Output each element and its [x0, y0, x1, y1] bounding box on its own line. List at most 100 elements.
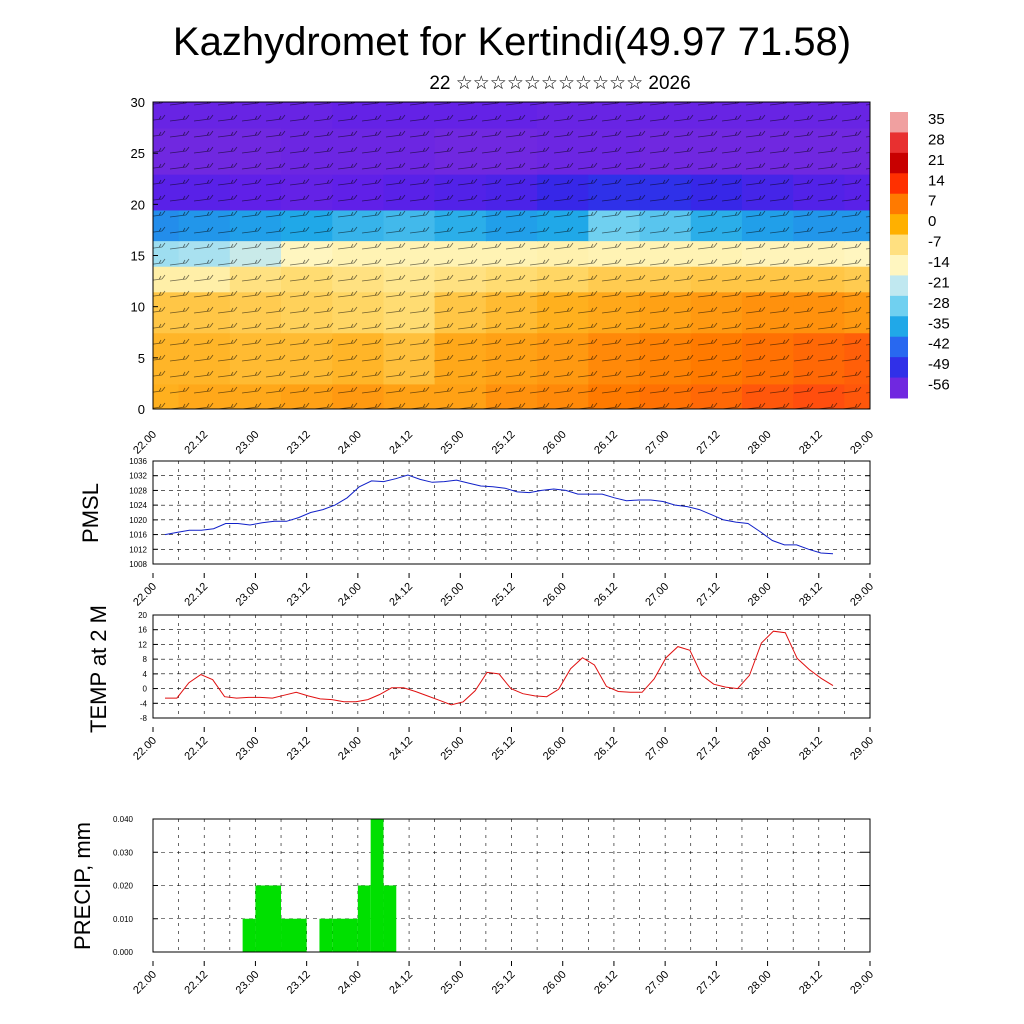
- colorbar-label: -21: [928, 274, 950, 291]
- temp-frame: [152, 614, 871, 719]
- pmsl-frame: [152, 460, 871, 565]
- colorbar-label: -49: [928, 356, 950, 373]
- x-tick-label: 26.00: [541, 429, 569, 457]
- x-tick-label: 25.00: [438, 581, 466, 609]
- x-tick-label: 23.00: [234, 735, 262, 763]
- y-tick-label: 12: [138, 640, 147, 649]
- y-tick-label: 15: [131, 249, 145, 264]
- y-tick-label: 10: [131, 300, 145, 315]
- x-tick-label: 22.12: [182, 581, 210, 609]
- x-tick-label: 22.00: [131, 735, 159, 763]
- y-tick-label: 1008: [129, 560, 147, 569]
- colorbar-swatch: [890, 214, 908, 236]
- y-tick-label: 30: [131, 95, 145, 110]
- x-tick-label: 24.00: [336, 581, 364, 609]
- colorbar-label: 0: [928, 213, 936, 230]
- x-tick-label: 23.00: [234, 969, 262, 997]
- x-tick-label: 26.00: [541, 581, 569, 609]
- colorbar-label: -14: [928, 254, 950, 271]
- x-tick-label: 23.00: [234, 581, 262, 609]
- colorbar-swatch: [890, 255, 908, 276]
- colorbar-label: -7: [928, 234, 941, 251]
- x-tick-label: 25.12: [490, 735, 518, 763]
- y-tick-label: 1032: [129, 472, 147, 481]
- y-tick-label: 4: [143, 670, 148, 679]
- x-tick-label: 24.12: [387, 735, 415, 763]
- x-tick-label: 25.12: [490, 969, 518, 997]
- chart-title: Kazhydromet for Kertindi(49.97 71.58): [172, 20, 852, 64]
- colorbar-swatch: [890, 234, 908, 256]
- y-tick-label: 1036: [129, 457, 147, 466]
- x-tick-label: 22.00: [131, 969, 159, 997]
- x-tick-label: 28.00: [746, 429, 774, 457]
- x-tick-label: 24.12: [387, 969, 415, 997]
- x-tick-label: 27.00: [643, 581, 671, 609]
- colorbar-swatch: [890, 295, 908, 317]
- y-tick-label: 0.030: [113, 848, 134, 857]
- precip-bars: [242, 819, 397, 952]
- x-tick-label: 24.00: [336, 429, 364, 457]
- x-tick-label: 23.00: [234, 429, 262, 457]
- x-tick-label: 25.00: [438, 969, 466, 997]
- wind-barbs-overlay: [153, 102, 870, 409]
- precip-x-axis: 22.00 22.12 23.00 23.12 24.00 24.12 25.00 25.12…: [131, 961, 876, 997]
- x-tick-label: 28.00: [746, 581, 774, 609]
- x-tick-label: 27.12: [695, 735, 723, 763]
- pmsl-series-line: [164, 474, 834, 555]
- x-tick-label: 26.00: [541, 969, 569, 997]
- y-tick-label: 0.040: [113, 815, 134, 824]
- y-tick-label: 1012: [129, 545, 147, 554]
- y-tick-label: 0: [138, 402, 145, 417]
- precip-bar: [332, 918, 358, 952]
- y-tick-label: 0.000: [113, 948, 134, 957]
- temp-y-axis: -8 -4 0 4 8 12 16 20: [138, 611, 870, 723]
- x-tick-label: 26.12: [592, 429, 620, 457]
- temp-series-line: [165, 630, 834, 706]
- y-tick-label: 1020: [129, 516, 147, 525]
- x-tick-label: 26.12: [592, 581, 620, 609]
- x-tick-label: 27.00: [643, 969, 671, 997]
- precip-bar: [357, 885, 371, 952]
- y-tick-label: 8: [143, 655, 148, 664]
- precip-bar: [370, 819, 384, 952]
- x-tick-label: 23.12: [285, 429, 313, 457]
- x-tick-label: 26.00: [541, 735, 569, 763]
- y-tick-label: -4: [140, 699, 148, 708]
- x-tick-label: 25.00: [438, 735, 466, 763]
- colorbar-swatch: [890, 316, 908, 338]
- precip-bar: [281, 918, 307, 952]
- temperature-cross-section-chart: 0 5 10 15 20 25 30 22.00 22.12 23.00 23.12 24.00 24…: [131, 95, 950, 457]
- x-tick-label: 23.12: [285, 735, 313, 763]
- pmsl-x-axis: 22.00 22.12 23.00 23.12 24.00 24.12 25.00 25.12…: [131, 573, 876, 609]
- x-tick-label: 24.12: [387, 429, 415, 457]
- colorbar-swatch: [890, 377, 908, 399]
- pmsl-ylabel: PMSL: [78, 483, 103, 543]
- temp-x-axis: 22.00 22.12 23.00 23.12 24.00 24.12 25.00 25.12…: [131, 727, 876, 763]
- x-tick-label: 25.12: [490, 581, 518, 609]
- x-tick-label: 24.12: [387, 581, 415, 609]
- x-tick-label: 29.00: [848, 429, 876, 457]
- x-tick-label: 22.00: [131, 581, 159, 609]
- y-tick-label: -8: [140, 714, 148, 723]
- x-tick-label: 28.12: [797, 735, 825, 763]
- y-tick-label: 1028: [129, 486, 147, 495]
- colorbar-swatch: [890, 132, 908, 154]
- y-tick-label: 25: [131, 146, 145, 161]
- precip-bar: [383, 885, 397, 952]
- x-tick-label: 24.00: [336, 735, 364, 763]
- colorbar-swatch: [890, 112, 908, 133]
- colorbar-label: 28: [928, 131, 945, 148]
- colorbar-label: 7: [928, 193, 936, 210]
- y-tick-label: 1024: [129, 501, 147, 510]
- precip-bar: [255, 885, 282, 952]
- x-tick-label: 22.12: [182, 735, 210, 763]
- x-tick-label: 23.12: [285, 969, 313, 997]
- colorbar: 35 28 21 14 7 0 -7 -14 -21 -28 -35 -42 -49 -56: [890, 111, 950, 399]
- y-tick-label: 5: [138, 351, 145, 366]
- x-tick-label: 27.12: [695, 429, 723, 457]
- x-tick-label: 22.00: [131, 429, 159, 457]
- precip-ylabel: PRECIP, mm: [70, 822, 95, 950]
- chart-subtitle: 22 ☆☆☆☆☆☆☆☆☆☆☆ 2026: [429, 73, 691, 94]
- x-tick-label: 27.12: [695, 969, 723, 997]
- temperature-2m-chart: TEMP at 2 M -8 -4 0 4 8 12 16 20 22.00 22.12 23.0…: [86, 605, 876, 763]
